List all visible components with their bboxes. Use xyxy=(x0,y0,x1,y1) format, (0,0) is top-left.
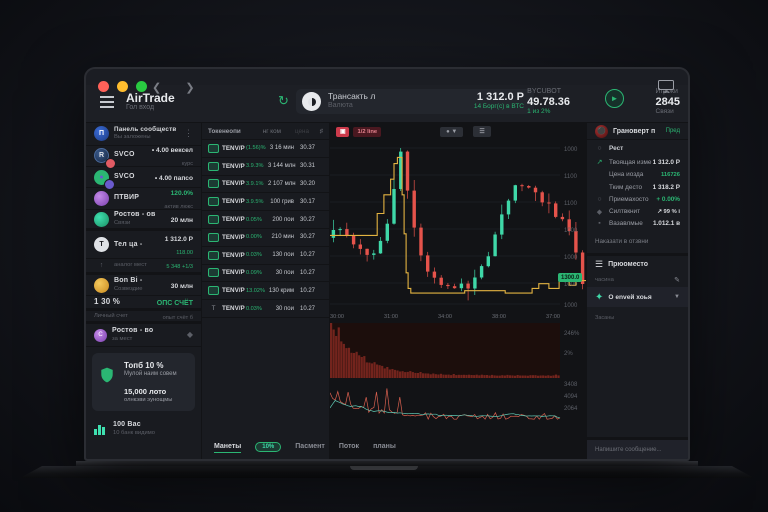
svg-text:3408: 3408 xyxy=(564,382,578,388)
svg-text:1100: 1100 xyxy=(564,201,578,207)
svg-text:1100: 1100 xyxy=(564,174,578,180)
svg-text:2064: 2064 xyxy=(564,406,578,412)
svg-text:4094: 4094 xyxy=(564,394,578,400)
svg-text:1000: 1000 xyxy=(564,147,578,153)
svg-text:1000: 1000 xyxy=(564,282,578,288)
svg-text:2%: 2% xyxy=(564,351,573,357)
svg-text:1000: 1000 xyxy=(564,228,578,234)
svg-text:1000: 1000 xyxy=(564,303,578,309)
svg-text:1000: 1000 xyxy=(564,255,578,261)
svg-text:246%: 246% xyxy=(564,331,580,337)
